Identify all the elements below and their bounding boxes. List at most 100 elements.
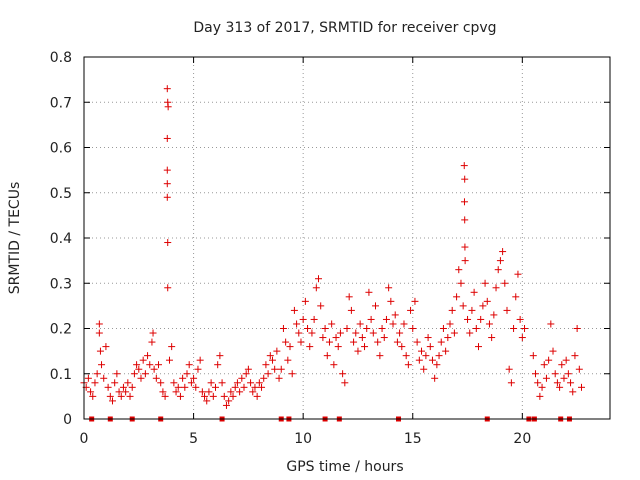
data-point xyxy=(216,352,224,360)
data-point xyxy=(374,338,382,346)
data-point xyxy=(135,365,143,373)
data-point xyxy=(168,343,176,351)
data-point xyxy=(310,315,318,323)
data-point xyxy=(212,383,219,391)
data-point xyxy=(350,338,358,346)
data-point xyxy=(418,347,426,355)
data-point xyxy=(144,352,152,360)
data-point xyxy=(347,306,355,314)
data-point xyxy=(236,388,244,396)
data-point xyxy=(496,257,504,265)
data-point xyxy=(505,365,513,373)
data-point xyxy=(556,383,564,391)
data-point xyxy=(461,243,469,251)
data-point xyxy=(531,370,539,378)
data-point xyxy=(284,356,292,364)
data-point xyxy=(209,392,217,400)
data-point xyxy=(457,279,465,287)
data-point xyxy=(260,374,268,382)
data-point xyxy=(501,279,509,287)
y-tick-label: 0.7 xyxy=(50,95,72,111)
data-point xyxy=(459,302,467,310)
data-point xyxy=(547,320,555,328)
data-point xyxy=(231,383,239,391)
data-point xyxy=(466,329,474,337)
data-point xyxy=(205,388,213,396)
data-point xyxy=(363,325,371,332)
data-point xyxy=(529,352,537,360)
data-point xyxy=(262,361,270,369)
data-point xyxy=(400,320,408,328)
data-point xyxy=(534,379,542,387)
data-point xyxy=(339,370,347,378)
data-point xyxy=(435,352,443,360)
data-point xyxy=(179,374,187,382)
data-point xyxy=(106,392,114,400)
data-point xyxy=(266,352,274,360)
data-point xyxy=(330,361,338,369)
data-point xyxy=(475,343,482,351)
data-point xyxy=(165,356,173,364)
data-point xyxy=(499,248,507,256)
y-tick-label: 0.8 xyxy=(50,50,72,66)
data-point xyxy=(119,383,127,391)
data-points xyxy=(80,85,586,422)
data-point xyxy=(225,397,233,405)
data-point xyxy=(258,383,266,391)
data-point xyxy=(460,162,468,170)
data-point xyxy=(152,374,160,382)
data-point xyxy=(444,334,452,342)
data-point xyxy=(365,288,373,296)
data-point xyxy=(187,379,195,387)
data-point xyxy=(409,325,417,332)
data-point xyxy=(356,320,364,328)
data-point xyxy=(481,279,489,287)
data-point xyxy=(139,356,147,364)
data-point xyxy=(439,325,447,332)
data-point xyxy=(126,392,134,400)
data-point xyxy=(190,374,198,382)
data-point xyxy=(220,392,228,400)
data-point xyxy=(181,383,189,391)
data-point xyxy=(201,392,209,400)
data-point xyxy=(446,320,454,328)
data-point xyxy=(295,329,303,337)
data-point xyxy=(411,297,419,305)
data-point xyxy=(455,266,463,274)
data-point xyxy=(137,374,145,382)
data-point xyxy=(268,356,276,364)
data-point xyxy=(273,347,281,355)
data-point xyxy=(130,370,138,378)
data-point xyxy=(334,343,342,351)
data-point xyxy=(361,343,369,351)
data-point xyxy=(174,383,182,391)
data-point xyxy=(155,361,163,369)
data-point xyxy=(483,297,491,305)
data-point xyxy=(558,361,566,369)
y-tick-label: 0.2 xyxy=(50,322,72,338)
data-point xyxy=(164,284,172,292)
data-point xyxy=(319,334,327,342)
data-point xyxy=(164,239,172,247)
data-point xyxy=(542,374,550,382)
y-tick-label: 0.6 xyxy=(50,141,72,157)
data-point xyxy=(578,383,586,391)
data-point xyxy=(194,365,202,373)
y-tick-label: 0.1 xyxy=(50,367,72,383)
data-point xyxy=(437,338,445,346)
data-point xyxy=(332,334,340,342)
data-point xyxy=(453,293,461,301)
data-point xyxy=(472,325,480,332)
data-point xyxy=(93,370,101,378)
data-point xyxy=(352,329,360,337)
data-point xyxy=(494,266,502,274)
data-point xyxy=(404,361,412,369)
data-point xyxy=(301,297,309,305)
data-point xyxy=(396,329,404,337)
data-point xyxy=(518,334,526,342)
data-point xyxy=(571,352,579,360)
data-point xyxy=(422,352,430,360)
data-point xyxy=(387,297,395,305)
data-point xyxy=(170,379,178,387)
data-point xyxy=(378,325,386,332)
